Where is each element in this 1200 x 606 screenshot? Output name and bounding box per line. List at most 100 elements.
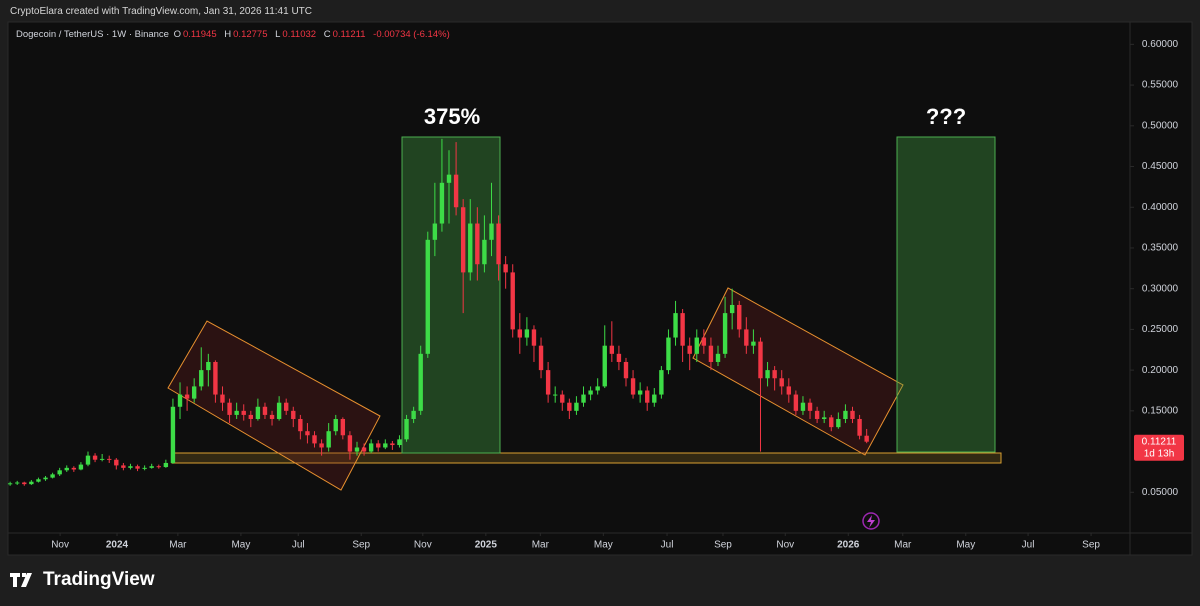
x-tick-label: May: [956, 540, 975, 551]
event-icon[interactable]: [862, 512, 880, 530]
candle-body: [404, 418, 409, 440]
candle-body: [468, 223, 473, 273]
x-tick-label: 2026: [837, 540, 860, 551]
candle-body: [284, 402, 289, 411]
candle-body: [376, 443, 381, 448]
candle-body: [432, 223, 438, 240]
candle-body: [864, 435, 869, 442]
legend-label: C: [323, 29, 331, 40]
candle-body: [715, 353, 721, 362]
candle-body: [531, 329, 537, 346]
candle-body: [807, 402, 813, 411]
candle-body: [199, 370, 204, 387]
legend-value: 0.11945: [182, 29, 217, 40]
candle-body: [694, 337, 699, 354]
candle-body: [22, 482, 27, 485]
y-tick-label: 0.05000: [1142, 487, 1179, 498]
candle-body: [765, 370, 770, 379]
candle-body: [460, 207, 466, 273]
candle-body: [262, 406, 268, 415]
candle-body: [560, 394, 565, 403]
candle-body: [163, 462, 169, 468]
candle-body: [616, 353, 622, 362]
legend-label: L: [275, 29, 281, 40]
candle-body: [7, 483, 13, 485]
candle-body: [786, 386, 791, 395]
candle-body: [637, 390, 643, 395]
candle-body: [85, 455, 91, 465]
x-tick-label: 2025: [475, 540, 498, 551]
candle-body: [659, 370, 664, 395]
candle-body: [333, 418, 338, 432]
x-tick-label: Mar: [894, 540, 912, 551]
candle-body: [191, 386, 197, 399]
candle-body: [814, 410, 820, 419]
candle-body: [482, 239, 487, 265]
candle-body: [170, 406, 176, 463]
candle-body: [135, 466, 140, 469]
credit: CryptoElara created with TradingView.com…: [10, 6, 313, 17]
logo: TradingView: [10, 569, 155, 591]
x-tick-label: Jul: [292, 540, 305, 551]
x-tick-label: May: [231, 540, 250, 551]
drawings: [167, 136, 1002, 491]
legend-value: 0.11211: [332, 29, 366, 40]
chart-panel: [7, 21, 1193, 556]
candle-body: [475, 223, 480, 265]
candle-body: [680, 313, 685, 346]
y-tick-label: 0.30000: [1142, 283, 1179, 294]
candle-body: [114, 459, 119, 466]
candle-body: [71, 467, 77, 470]
x-tick-label: Nov: [51, 540, 69, 551]
candle-body: [78, 464, 84, 470]
candle-body: [92, 455, 98, 460]
candle-body: [645, 390, 650, 403]
candle-body: [241, 410, 246, 415]
candle-body: [602, 345, 607, 387]
candle-body: [177, 394, 183, 407]
change: -0.00734 (-6.14%): [373, 29, 450, 40]
logo-text: TradingView: [43, 569, 155, 590]
candle-body: [347, 435, 353, 452]
candle-body: [553, 394, 558, 396]
candle-body: [15, 482, 20, 484]
candle-body: [383, 443, 388, 448]
candle-body: [234, 410, 239, 415]
countdown: 1d 13h: [1144, 448, 1175, 459]
candle-body: [276, 402, 282, 419]
falling-channel: [167, 320, 381, 491]
symbol-title: Dogecoin / TetherUS · 1W · Binance: [16, 29, 169, 40]
y-tick-label: 0.45000: [1142, 161, 1179, 172]
x-tick-label: Sep: [352, 540, 370, 551]
candle-body: [829, 417, 834, 428]
candle-body: [772, 370, 777, 379]
candle-body: [538, 345, 544, 371]
candle-body: [128, 466, 133, 468]
candle-body: [121, 465, 126, 468]
candle-body: [29, 481, 34, 485]
candle-body: [305, 431, 310, 436]
candle-body: [64, 467, 69, 471]
x-tick-label: Jul: [1022, 540, 1035, 551]
candle-body: [227, 402, 232, 415]
candle-body: [50, 474, 55, 478]
y-tick-label: 0.55000: [1142, 80, 1179, 91]
candle-body: [397, 439, 402, 446]
legend: Dogecoin / TetherUS · 1W · Binance O 0.11…: [16, 29, 455, 40]
candle-body: [184, 394, 190, 399]
candle-body: [418, 353, 423, 411]
candle-body: [574, 402, 579, 411]
annotation: ???: [926, 104, 966, 129]
candle-body: [510, 272, 515, 330]
candle-body: [453, 174, 459, 208]
x-tick-label: Jul: [661, 540, 674, 551]
candle-body: [298, 418, 303, 432]
candle-body: [411, 410, 416, 419]
candle-body: [368, 443, 374, 452]
candle-body: [446, 174, 452, 183]
candle-body: [206, 361, 211, 371]
candle-body: [43, 477, 48, 480]
candle-body: [821, 417, 827, 419]
y-tick-label: 0.20000: [1142, 365, 1179, 376]
